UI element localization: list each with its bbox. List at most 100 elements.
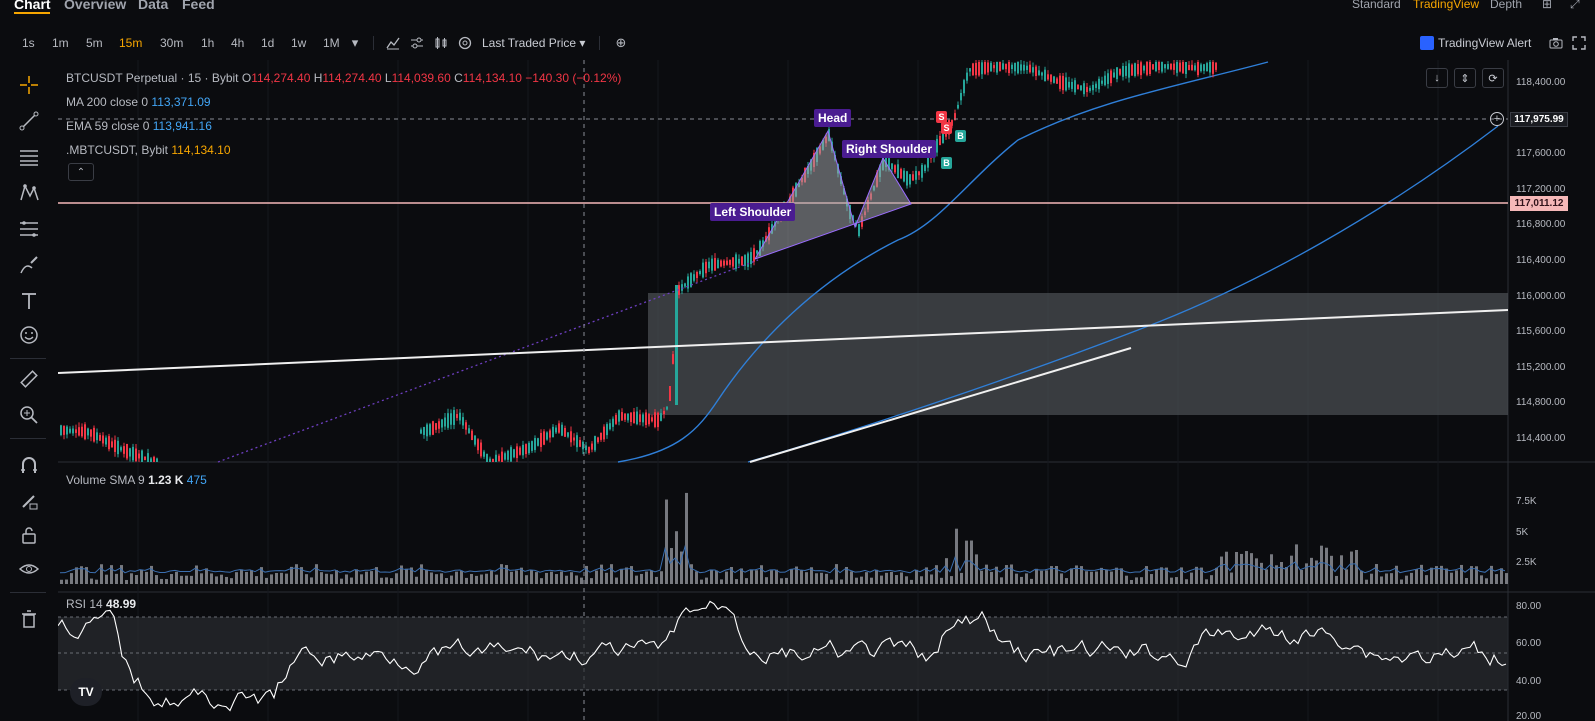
trash-icon[interactable] [18,608,40,630]
support-trend-line[interactable] [749,347,1132,463]
ma200-line [617,61,1269,463]
candle-body [1032,67,1034,73]
fullscreen-frame-icon[interactable] [1570,34,1588,52]
volume-bar [1355,549,1358,584]
tab-overview[interactable]: Overview [64,0,127,12]
volume-bar [945,558,948,584]
crosshair-icon[interactable] [18,74,40,96]
tradingview-alert-button[interactable]: TradingView Alert [1418,34,1537,52]
sell-marker[interactable]: S [936,111,947,123]
eye-icon[interactable] [18,558,40,580]
magnet-icon[interactable] [18,454,40,476]
grid-icon[interactable]: ⊞ [1542,0,1553,11]
ema59-legend[interactable]: EMA 59 close 0 113,941.16 [66,119,212,133]
collapse-legend-button[interactable]: ⌃ [68,163,94,181]
tab-feed[interactable]: Feed [182,0,215,12]
view-depth[interactable]: Depth [1490,0,1523,11]
tab-data[interactable]: Data [138,0,169,12]
symbol-title[interactable]: BTCUSDT Perpetual · 15 · Bybit [66,71,239,85]
volume-bar [430,572,433,584]
volume-bar [60,579,63,584]
candle-body [516,446,518,459]
ruler-icon[interactable] [18,368,40,390]
sell-marker[interactable]: S [941,122,952,134]
timeframe-1w[interactable]: 1w [291,36,307,50]
candle-body [1011,64,1013,69]
head-shoulders-outline[interactable] [754,129,912,260]
volume-bar [200,573,203,584]
timeframe-15m[interactable]: 15m [119,36,143,50]
volume-legend[interactable]: Volume SMA 9 1.23 K 475 [66,473,207,487]
candle-body [63,425,65,435]
candle-body [915,170,917,180]
timeframe-1M[interactable]: 1M [323,36,340,50]
volume-bar [975,554,978,584]
volume-bar [390,578,393,584]
timeframe-1h[interactable]: 1h [201,36,215,50]
tab-chart[interactable]: Chart [14,0,51,12]
add-plus-icon[interactable]: ⊕ [615,35,627,50]
buy-marker[interactable]: B [941,157,952,169]
left-shoulder-label[interactable]: Left Shoulder [710,203,796,221]
lock-pen-icon[interactable] [18,490,40,512]
tradingview-logo[interactable]: TV [70,678,102,706]
text-icon[interactable] [18,290,40,312]
candles-icon[interactable] [432,34,450,52]
timeframe-4h[interactable]: 4h [231,36,245,50]
price-source-icon[interactable] [456,34,474,52]
rsi-legend[interactable]: RSI 14 48.99 [66,597,136,611]
head-label[interactable]: Head [814,109,852,127]
lock-icon[interactable] [18,524,40,546]
reset-chart-icon[interactable]: ⟳ [1482,68,1504,88]
settings-lines-icon[interactable] [408,34,426,52]
head-shoulders-pattern[interactable] [755,131,911,259]
volume-bar [950,576,953,584]
mbtc-legend[interactable]: .MBTCUSDT, Bybit 114,134.10 [66,143,231,157]
collapse-arrows-icon[interactable]: ⇕ [1454,68,1476,88]
timeframe-1m[interactable]: 1m [52,36,69,50]
horizontal-line-price-tag[interactable]: 117,011.12 [1510,196,1568,211]
emoji-icon[interactable] [18,324,40,346]
pattern-icon[interactable] [18,182,40,204]
chevron-down-icon[interactable]: ▾ [351,35,359,50]
candle-body [597,437,599,443]
view-tradingview[interactable]: TradingView [1413,0,1480,11]
chart-area[interactable]: BTCUSDT Perpetual · 15 · Bybit O114,274.… [58,60,1595,721]
volume-bar [550,571,553,584]
trend-line-icon[interactable] [18,110,40,132]
indicators-icon[interactable] [384,34,402,52]
horizontal-lines-icon[interactable] [18,146,40,168]
add-alert-plus-icon[interactable]: + [1490,112,1504,126]
camera-icon[interactable] [1547,34,1565,52]
volume-bar [1040,570,1043,584]
right-shoulder-label[interactable]: Right Shoulder [842,140,936,158]
timeframe-1d[interactable]: 1d [261,36,275,50]
timeframe-30m[interactable]: 30m [160,36,184,50]
demand-zone-rectangle[interactable] [648,293,1508,415]
candle-body [960,92,962,101]
timeframe-1s[interactable]: 1s [22,36,35,50]
scroll-down-icon[interactable]: ↓ [1426,68,1448,88]
price-type-select[interactable]: Last Traded Price ▾ [482,36,586,50]
candle-body [441,419,443,428]
buy-marker[interactable]: B [955,130,966,142]
candle-body [1074,80,1076,93]
timeframe-5m[interactable]: 5m [86,36,103,50]
candle-body [963,80,965,94]
volume-label: Volume SMA 9 [66,473,145,487]
brush-icon[interactable] [18,254,40,276]
volume-bar [1010,564,1013,584]
view-standard[interactable]: Standard [1352,0,1401,11]
long-trend-line[interactable] [58,309,1509,374]
candle-body [123,446,125,454]
candle-body [528,442,530,454]
fullscreen-icon[interactable]: ⤢ [1570,0,1580,11]
candle-body [492,458,494,462]
candle-body [591,443,593,450]
fib-icon[interactable] [18,218,40,240]
volume-bar [965,540,968,584]
zoom-icon[interactable] [18,404,40,426]
dotted-trend-line[interactable] [217,259,759,463]
ma200-legend[interactable]: MA 200 close 0 113,371.09 [66,95,211,109]
price-chart-canvas[interactable] [58,60,1595,721]
